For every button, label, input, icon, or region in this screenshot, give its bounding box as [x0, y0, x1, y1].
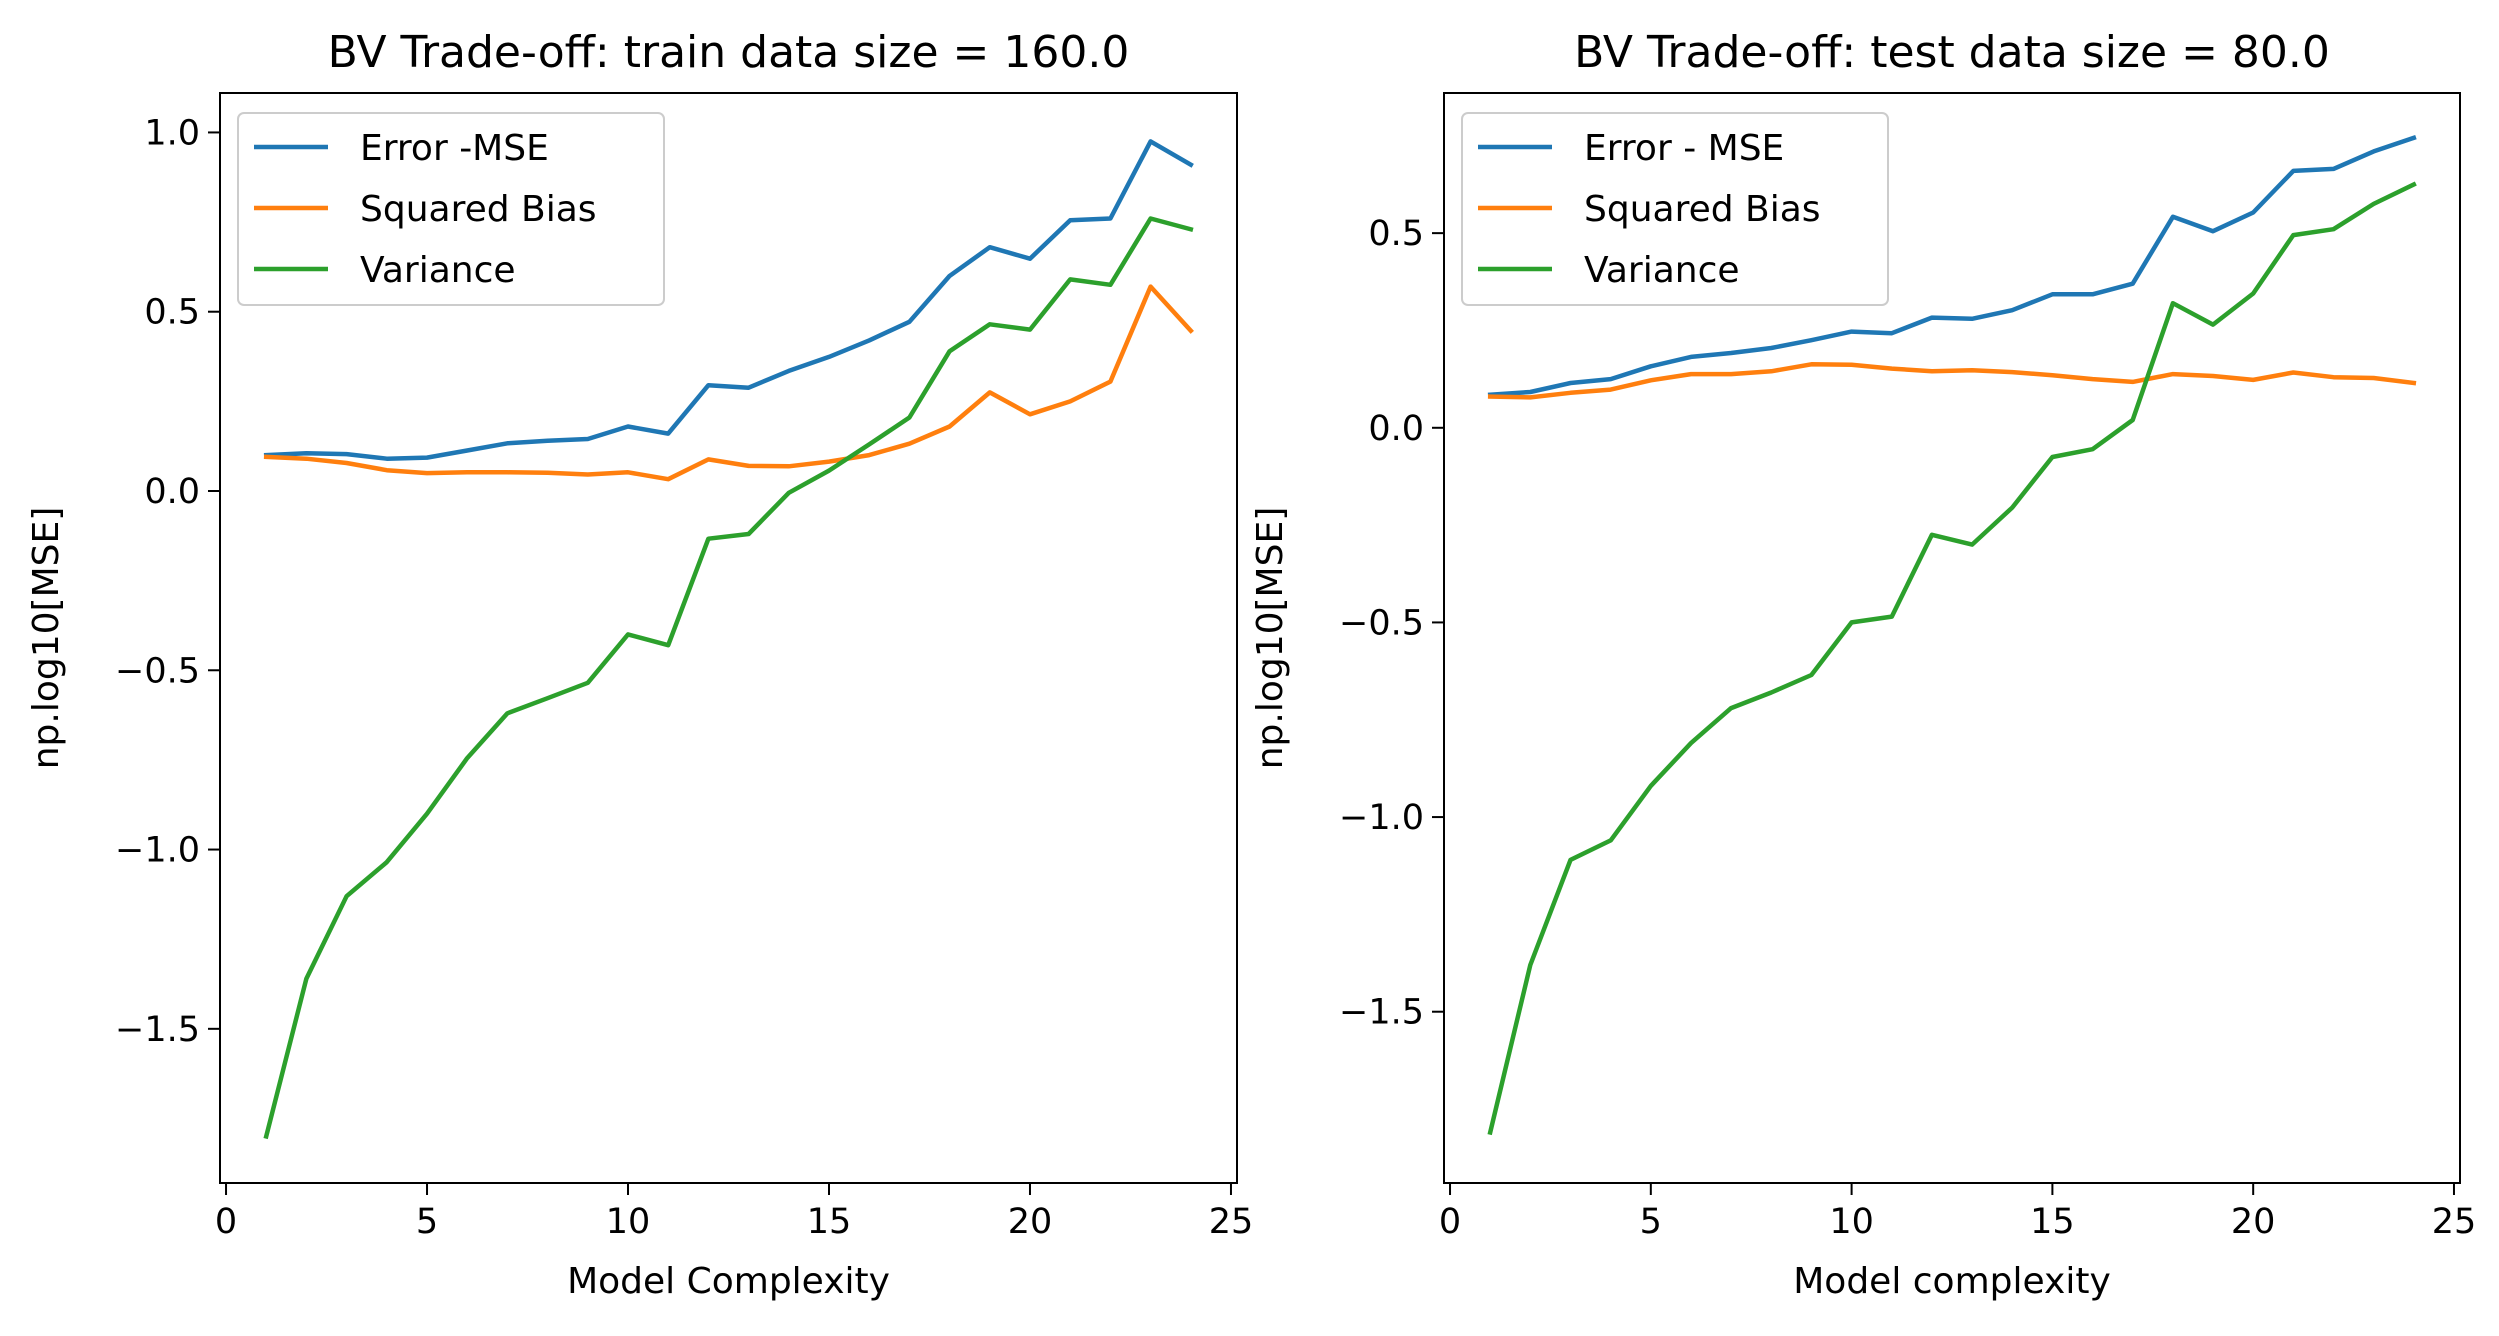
- y-tick-label: −1.0: [1339, 798, 1424, 838]
- x-tick-label: 5: [1640, 1202, 1662, 1242]
- y-tick-label: 0.5: [1368, 214, 1424, 254]
- x-tick-label: 10: [1829, 1202, 1874, 1242]
- series-line-variance: [1487, 181, 2417, 1136]
- x-tick-label: 25: [1209, 1202, 1254, 1242]
- left-chart-train: 0 5 10 15 20 25 −1.5 −1.0 −0.5 0.0 0.5 1.0 BV Trade-…: [26, 27, 1253, 1302]
- x-tick-label: 25: [2432, 1202, 2477, 1242]
- chart-title: BV Trade-off: train data size = 160.0: [328, 27, 1130, 78]
- y-tick-label: −1.5: [1339, 993, 1424, 1033]
- x-tick-label: 10: [606, 1202, 651, 1242]
- series-line-error-mse: [1487, 134, 2417, 398]
- x-tick-label: 15: [807, 1202, 852, 1242]
- legend-label: Squared Bias: [360, 189, 597, 230]
- right-chart-test: 0 5 10 15 20 25 −1.5 −1.0 −0.5 0.0 0.5 BV Trade-off…: [1250, 27, 2476, 1302]
- y-tick-label: 0.0: [144, 472, 200, 512]
- y-tick-label: 0.5: [144, 293, 200, 333]
- plot-frame: [219, 92, 1238, 1184]
- y-axis-label: np.log10[MSE]: [26, 507, 67, 770]
- legend-label: Variance: [1584, 250, 1740, 291]
- x-tick-label: 0: [1439, 1202, 1461, 1242]
- x-tick-label: 15: [2030, 1202, 2075, 1242]
- x-axis-label: Model Complexity: [567, 1261, 890, 1302]
- y-tick-label: −1.5: [115, 1010, 200, 1050]
- x-axis-label: Model complexity: [1793, 1261, 2111, 1302]
- series-line-variance: [263, 216, 1194, 1140]
- legend-label: Error -MSE: [360, 128, 549, 169]
- legend: Error - MSE Squared Bias Variance: [1461, 112, 1889, 306]
- legend-box: [1461, 112, 1889, 306]
- y-tick-label: 1.0: [144, 113, 200, 153]
- y-axis-label: np.log10[MSE]: [1250, 507, 1291, 770]
- x-tick-label: 0: [215, 1202, 237, 1242]
- y-tick-label: −1.0: [115, 831, 200, 871]
- legend-label: Variance: [360, 250, 516, 291]
- x-tick-label: 5: [416, 1202, 438, 1242]
- x-tick-label: 20: [2231, 1202, 2276, 1242]
- x-tick-label: 20: [1008, 1202, 1053, 1242]
- legend-label: Squared Bias: [1584, 189, 1821, 230]
- y-tick-label: 0.0: [1368, 409, 1424, 449]
- chart-title: BV Trade-off: test data size = 80.0: [1574, 27, 2330, 78]
- legend-label: Error - MSE: [1584, 128, 1784, 169]
- series-line-squared-bias: [263, 284, 1194, 482]
- series-line-squared-bias: [1487, 362, 2417, 400]
- legend-box: [237, 112, 665, 306]
- series-line-error-mse: [263, 139, 1194, 461]
- plot-frame: [1443, 92, 2461, 1184]
- y-tick-label: −0.5: [1339, 603, 1424, 643]
- legend: Error -MSE Squared Bias Variance: [237, 112, 665, 306]
- y-tick-label: −0.5: [115, 651, 200, 691]
